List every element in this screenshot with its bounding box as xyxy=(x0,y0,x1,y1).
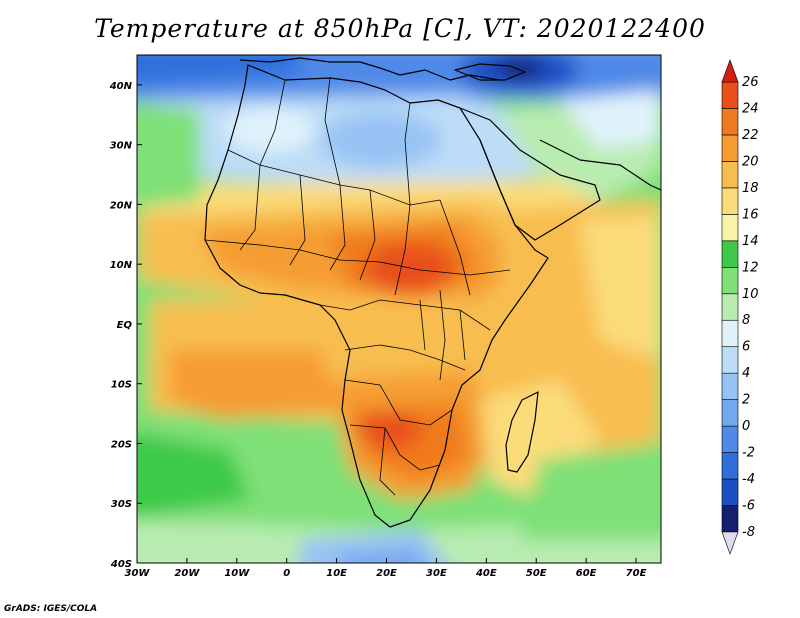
colorbar-label: 12 xyxy=(742,260,759,275)
colorbar-bin xyxy=(721,319,739,348)
lat-tick-label: 30S xyxy=(111,499,132,510)
credit-text: GrADS: IGES/COLA xyxy=(4,604,98,614)
africa-coastline xyxy=(204,64,549,528)
colorbar-bin xyxy=(721,425,739,453)
lat-tick-label: EQ xyxy=(117,320,133,331)
colorbar-bin xyxy=(721,240,739,268)
colorbar-label: 0 xyxy=(742,419,750,434)
colorbar-bin xyxy=(721,81,739,109)
temperature-field xyxy=(137,55,661,563)
colorbar-label: 2 xyxy=(742,393,750,408)
lat-tick-label: 30N xyxy=(110,141,133,152)
colorbar-bin xyxy=(721,108,739,136)
colorbar-label: 6 xyxy=(742,340,750,355)
lon-tick-label: 30W xyxy=(125,568,151,579)
lon-tick-label: 60E xyxy=(576,568,597,579)
colorbar-label: 26 xyxy=(742,75,759,90)
colorbar-bin xyxy=(721,478,739,506)
lon-tick-label: 0 xyxy=(283,568,290,579)
lon-tick-label: 50E xyxy=(526,568,547,579)
madagascar-coastline xyxy=(505,391,539,473)
colorbar-bin xyxy=(721,399,739,427)
lat-tick-label: 10S xyxy=(111,380,132,391)
iran-coastline xyxy=(539,139,661,191)
lon-tick-label: 10W xyxy=(224,568,250,579)
lon-tick-label: 30E xyxy=(426,568,447,579)
black-sea-coastline xyxy=(454,63,526,81)
colorbar-label: 16 xyxy=(742,207,759,222)
colorbar-label: -6 xyxy=(742,499,755,514)
europe-coastline xyxy=(239,57,501,81)
plot-frame xyxy=(136,54,662,564)
colorbar-bin xyxy=(721,214,739,242)
axis-ticks xyxy=(136,84,637,564)
colorbar-bin xyxy=(721,372,739,400)
arabia-coastline xyxy=(459,107,601,241)
colorbar-bin xyxy=(721,505,739,533)
map-title: Temperature at 850hPa [C], VT: 202012240… xyxy=(94,14,706,43)
colorbar-bin xyxy=(721,266,739,295)
colorbar-label: 22 xyxy=(742,128,759,143)
colorbar-label: 4 xyxy=(742,366,750,381)
colorbar-label: -8 xyxy=(742,525,755,540)
lon-tick-label: 20W xyxy=(174,568,200,579)
lon-tick-label: 40E xyxy=(475,568,497,579)
colorbar-bin xyxy=(721,134,739,162)
lat-tick-label: 40S xyxy=(110,559,132,570)
colorbar-label: -2 xyxy=(742,446,755,461)
colorbar-over-arrow xyxy=(721,59,739,83)
colorbar-bin xyxy=(721,452,739,480)
colorbar-label: 14 xyxy=(742,234,759,249)
colorbar-bin xyxy=(721,293,739,321)
colorbar-bin xyxy=(721,187,739,215)
lat-tick-label: 40N xyxy=(109,81,133,92)
axis-labels: 30W 20W 10W 0 10E 20E 30E 40E 50E 60E 70E 40N 30N 20N… xyxy=(109,81,647,579)
colorbar-label: 18 xyxy=(742,181,759,196)
lon-tick-label: 10E xyxy=(326,568,347,579)
colorbar-bin xyxy=(721,346,739,374)
colorbar-label: 10 xyxy=(742,287,759,302)
lat-tick-label: 10N xyxy=(110,260,133,271)
colorbar-label: -4 xyxy=(742,472,755,487)
colorbar-label: 8 xyxy=(742,313,750,328)
lat-tick-label: 20N xyxy=(110,200,133,211)
lon-tick-label: 70E xyxy=(626,568,647,579)
colorbar-label: 24 xyxy=(742,101,759,116)
lat-tick-label: 20S xyxy=(111,439,132,450)
coastlines xyxy=(204,57,661,528)
lon-tick-label: 20E xyxy=(376,568,397,579)
colorbar-label: 20 xyxy=(742,154,759,169)
country-borders xyxy=(204,77,511,496)
colorbar-bin xyxy=(721,161,739,189)
colorbar-under-arrow xyxy=(721,531,739,555)
